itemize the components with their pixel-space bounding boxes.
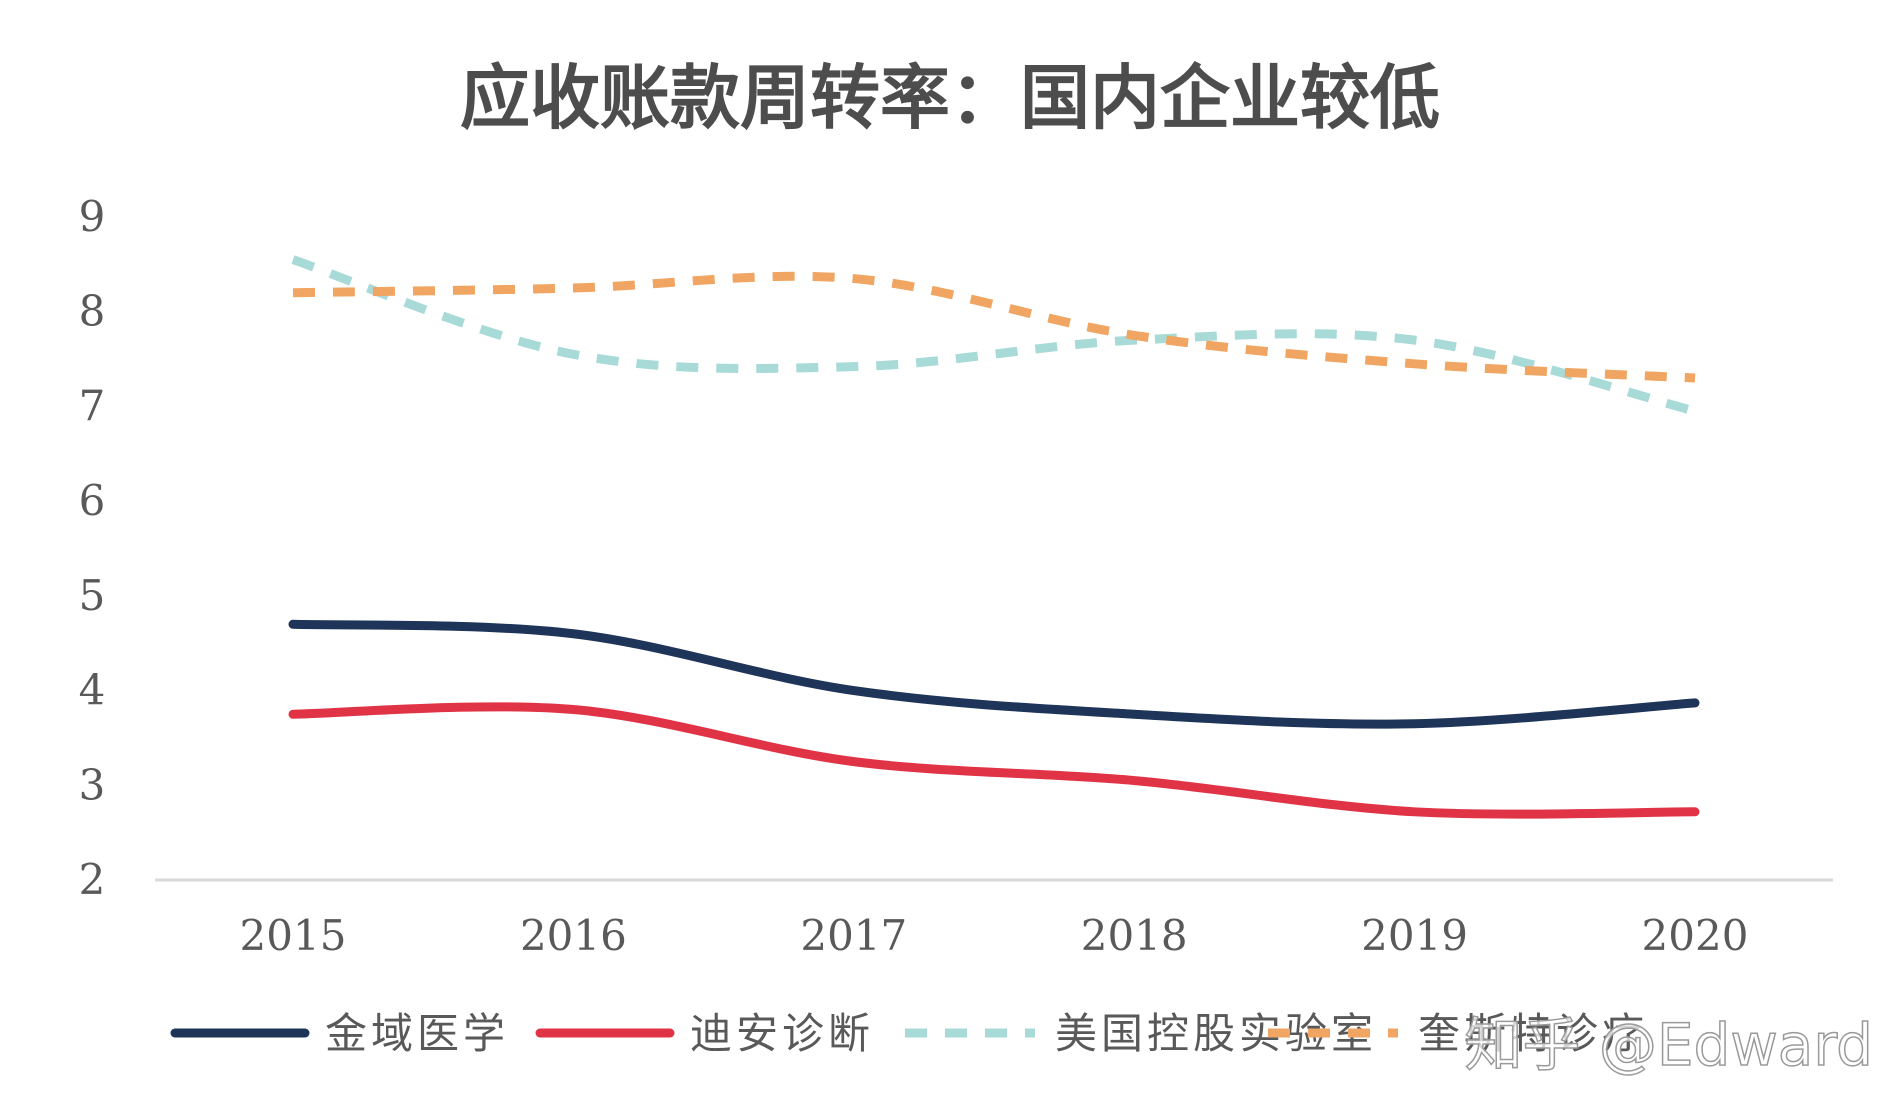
legend-label-4: 奎斯特诊疗 [1418, 1009, 1648, 1058]
series-lines [288, 255, 1700, 819]
x-tick-label: 2018 [1081, 911, 1188, 960]
legend-label-2: 迪安诊断 [690, 1009, 874, 1058]
x-tick-label: 2020 [1642, 911, 1749, 960]
y-tick-label: 7 [79, 381, 106, 430]
x-axis-ticks: 2015 2016 2017 2018 2019 2020 [240, 911, 1749, 960]
x-tick-label: 2019 [1361, 911, 1468, 960]
series-line-2 [288, 702, 1700, 819]
x-tick-label: 2016 [520, 911, 627, 960]
y-tick-label: 9 [79, 192, 106, 241]
y-axis-ticks: 2 3 4 5 6 7 8 9 [79, 192, 106, 904]
y-tick-label: 3 [79, 760, 106, 809]
watermark: 知乎 @Edward [1464, 1011, 1873, 1079]
y-tick-label: 6 [79, 476, 106, 525]
y-tick-label: 2 [79, 855, 106, 904]
legend: 金域医学 迪安诊断 美国控股实验室 奎斯特诊疗 [170, 1009, 1648, 1058]
x-tick-label: 2015 [240, 911, 347, 960]
chart-title: 应收账款周转率：国内企业较低 [460, 57, 1440, 139]
legend-label-1: 金域医学 [325, 1009, 509, 1058]
series-line-3 [291, 255, 1697, 416]
y-tick-label: 8 [79, 287, 106, 336]
y-tick-label: 4 [79, 666, 106, 715]
x-tick-label: 2017 [800, 911, 907, 960]
series-line-4 [292, 271, 1696, 383]
series-line-1 [288, 619, 1700, 729]
y-tick-label: 5 [79, 571, 106, 620]
